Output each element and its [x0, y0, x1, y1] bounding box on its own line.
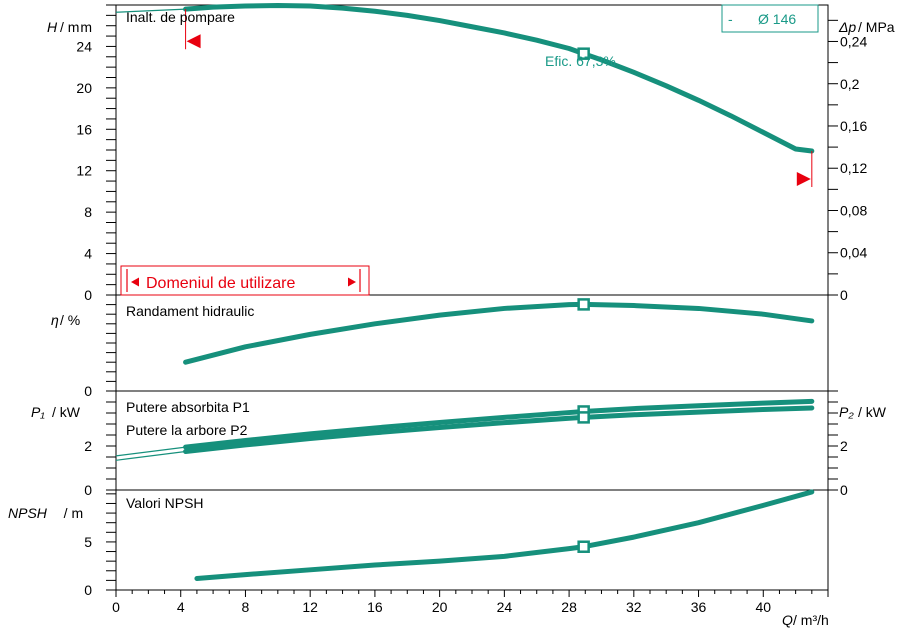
curves — [115, 3, 815, 581]
p2-legend-label: Putere la arbore P2 — [126, 422, 248, 438]
p1-legend-label: Putere absorbita P1 — [126, 399, 250, 415]
p2-axis-symbol: P₂ — [839, 404, 854, 420]
x-tick-label: 24 — [497, 599, 513, 615]
x-tick-label: 40 — [755, 599, 771, 615]
operating-point-marker-power — [577, 411, 590, 424]
head-top-tick-label: m — [80, 19, 92, 35]
npsh-panel-title: Valori NPSH — [126, 495, 204, 511]
eff-axis-unit: / % — [60, 312, 80, 328]
npsh-axis-unit: / m — [52, 505, 83, 521]
npsh-axis-symbol: NPSH — [8, 505, 48, 521]
right-tick-label-head: 0,12 — [840, 160, 867, 176]
y-tick-label-head: 20 — [76, 80, 92, 96]
curve-npsh-0 — [194, 489, 815, 581]
panel-frames — [115, 4, 829, 591]
efficiency-label: Efic. 67,3% — [545, 53, 616, 69]
y-tick-label-npsh: 0 — [84, 582, 92, 598]
x-tick-label: 0 — [112, 599, 120, 615]
usage-range-left-arrow — [131, 277, 139, 287]
right-tick-label-head: 0,24 — [840, 34, 867, 50]
x-tick-label: 8 — [242, 599, 250, 615]
curve-extension-head — [115, 8, 186, 13]
right-tick-label-head: 0,2 — [840, 76, 860, 92]
head-axis-symbol: H — [47, 19, 58, 35]
x-tick-label: 16 — [367, 599, 383, 615]
p2-axis-unit: / kW — [858, 404, 887, 420]
right-tick-label-power: 2 — [840, 438, 848, 454]
right-tick-label-head: 0,08 — [840, 202, 867, 218]
eff-panel-title: Randament hidraulic — [126, 303, 254, 319]
y-tick-label-head: 24 — [76, 38, 92, 54]
range-end-marker — [796, 172, 811, 186]
right-tick-label-head: 0,04 — [840, 245, 867, 261]
x-axis-unit: / m³/h — [793, 612, 829, 628]
y-tick-label-head: 16 — [76, 121, 92, 137]
y-tick-label-power: 2 — [84, 438, 92, 454]
curve-eff-0 — [183, 301, 815, 365]
panel-frame-head — [115, 4, 829, 296]
curve-head-0 — [183, 3, 815, 154]
curve-extension-power — [115, 450, 186, 461]
right-tick-label-head: 0,16 — [840, 118, 867, 134]
right-tick-label-head: 0 — [840, 287, 848, 303]
dp-axis-unit: / MPa — [858, 19, 895, 35]
right-tick-label-power: 0 — [840, 482, 848, 498]
legend-prefix: - — [728, 11, 733, 27]
axis-ticks — [106, 4, 838, 597]
eff-axis-symbol: η — [51, 312, 59, 328]
chart-labels: 0 4 8 12 16 20 24 28 32 36 400481216202400,040,080… — [76, 34, 867, 615]
y-tick-label-eff: 0 — [84, 383, 92, 399]
p1-axis-symbol: P₁ — [31, 404, 45, 420]
x-axis-symbol: Q — [782, 612, 793, 628]
x-tick-label: 32 — [626, 599, 642, 615]
legend-curve-name: Ø 146 — [758, 11, 796, 27]
head-panel-title: Inalt. de pompare — [126, 9, 235, 25]
y-tick-label-npsh: 5 — [84, 534, 92, 550]
y-tick-label-head: 8 — [84, 204, 92, 220]
operating-point-marker-head — [577, 47, 590, 60]
curve-power-0 — [183, 398, 815, 450]
usage-range-label: Domeniul de utilizare — [146, 275, 296, 292]
curve-extension-power — [115, 446, 186, 457]
y-tick-label-head: 4 — [84, 246, 92, 262]
p1-axis-unit: / kW — [52, 404, 81, 420]
dp-axis-symbol: Δp — [838, 19, 856, 35]
x-tick-label: 36 — [691, 599, 707, 615]
y-tick-label-head: 0 — [84, 287, 92, 303]
curve-legend-box — [721, 4, 819, 33]
x-tick-label: 20 — [432, 599, 448, 615]
x-tick-label: 4 — [177, 599, 185, 615]
curve-power-1 — [183, 405, 815, 454]
x-tick-label: 28 — [561, 599, 577, 615]
operating-point-marker-npsh — [577, 540, 590, 553]
y-tick-label-head: 12 — [76, 163, 92, 179]
operating-point-marker-eff — [577, 298, 590, 311]
usage-range-box — [120, 265, 370, 296]
usage-range-right-arrow — [348, 277, 356, 287]
range-start-marker — [186, 34, 201, 49]
y-tick-label-power: 0 — [84, 482, 92, 498]
x-tick-label: 12 — [302, 599, 318, 615]
head-axis-unit: / m — [60, 19, 79, 35]
